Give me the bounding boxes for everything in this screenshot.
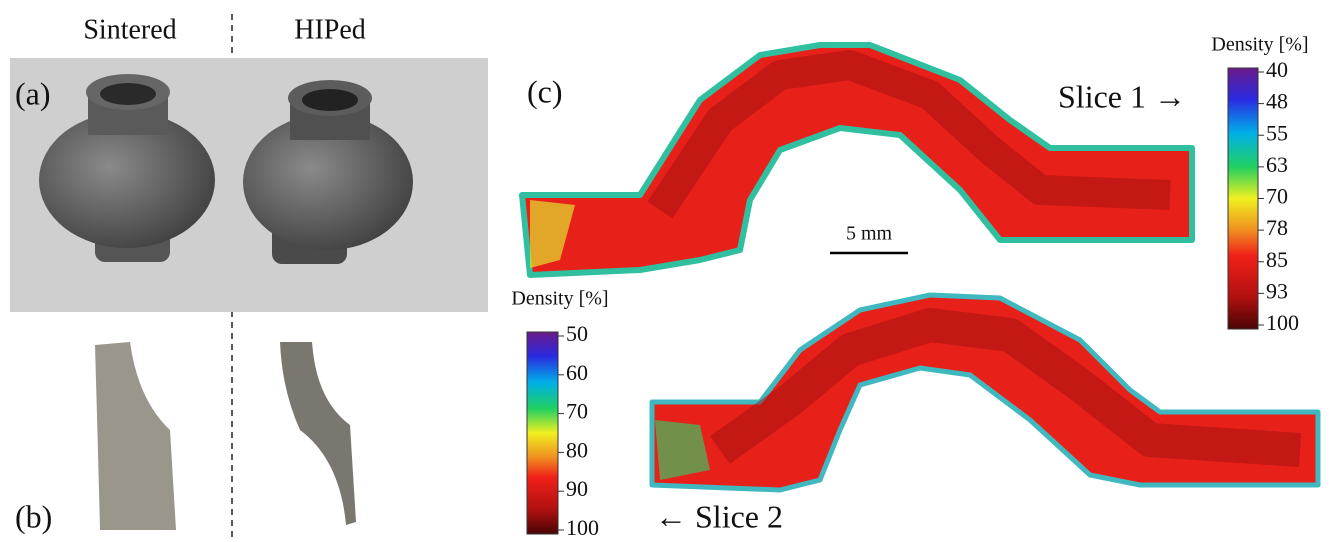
colorbar-tick-label: 78: [1266, 215, 1288, 240]
slice-label: Slice 1 →: [1058, 78, 1186, 114]
colorbar-tick-label: 63: [1266, 152, 1288, 177]
panel-label: (a): [15, 75, 51, 111]
colorbar-tick-label: 90: [566, 476, 588, 501]
colorbar-tick-label: 80: [566, 437, 588, 462]
colorbar-tick-label: 70: [1266, 184, 1288, 209]
section-sintered: [95, 342, 176, 530]
colorbar-title: Density [%]: [511, 288, 608, 310]
colorbar-tick-label: 55: [1266, 120, 1288, 145]
section-hiped: [280, 342, 356, 525]
colorbar-title: Density [%]: [1211, 34, 1308, 56]
label-hiped: HIPed: [294, 14, 366, 45]
colorbar-tick-label: 85: [1266, 247, 1288, 272]
colorbar: [527, 332, 558, 534]
scale-bar-label: 5 mm: [846, 223, 893, 245]
colorbar-tick-label: 100: [566, 515, 599, 540]
panel-label: (b): [15, 498, 52, 534]
figure: Sintered HIPed (a) (b) (c) 5 mm Slice 1 …: [0, 0, 1337, 542]
slice-label: ← Slice 2: [655, 498, 783, 534]
colorbar-tick-label: 48: [1266, 89, 1288, 114]
colorbar-tick-label: 70: [566, 399, 588, 424]
panel-label: (c): [527, 73, 563, 109]
colorbar-tick-label: 60: [566, 360, 588, 385]
colorbar-tick-label: 93: [1266, 278, 1288, 303]
colorbar: [1228, 68, 1258, 329]
colorbar-tick-label: 40: [1266, 57, 1288, 82]
colorbar-tick-label: 50: [566, 321, 588, 346]
label-sintered: Sintered: [83, 14, 176, 45]
colorbar-tick-label: 100: [1266, 310, 1299, 335]
slice-2-map: [652, 295, 1318, 490]
